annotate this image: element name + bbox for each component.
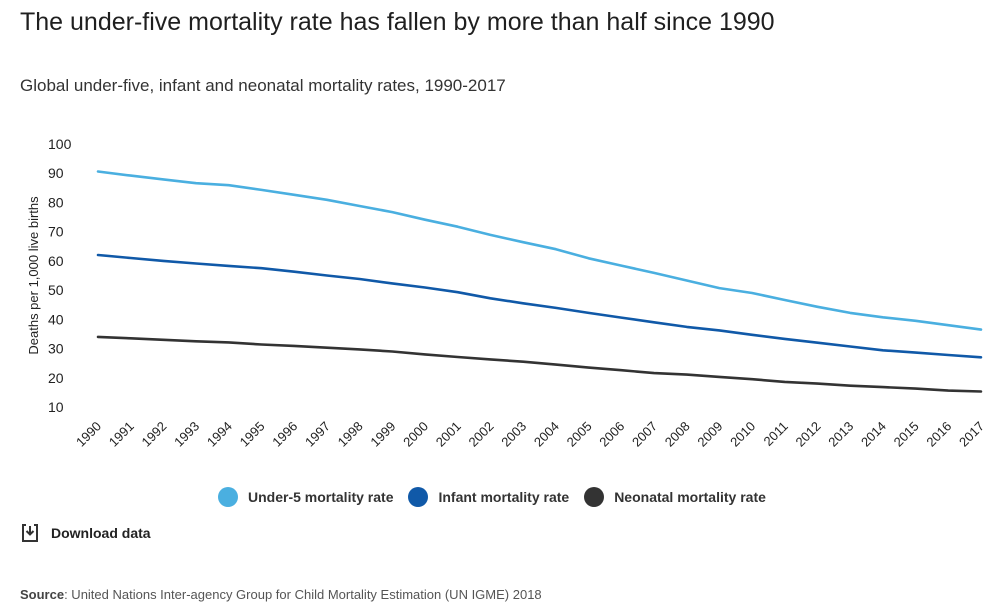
x-tick-label: 2010 — [727, 419, 758, 450]
x-tick-label: 1997 — [302, 419, 333, 450]
x-tick-label: 2004 — [531, 419, 562, 450]
x-tick-label: 1994 — [204, 419, 235, 450]
legend-item[interactable]: Under-5 mortality rate — [218, 487, 393, 507]
x-tick-label: 2014 — [858, 419, 889, 450]
legend-label: Under-5 mortality rate — [248, 489, 394, 505]
legend-swatch — [408, 487, 429, 507]
x-tick-label: 2009 — [694, 419, 725, 450]
x-tick-label: 2011 — [761, 419, 791, 449]
x-tick-label: 1995 — [237, 419, 268, 450]
source-text: : United Nations Inter-agency Group for … — [64, 587, 542, 602]
x-tick-label: 2006 — [596, 419, 627, 450]
chart-legend: Under-5 mortality rate Infant mortality r… — [218, 485, 781, 509]
x-tick-label: 2000 — [400, 419, 431, 450]
y-tick-label: 50 — [48, 282, 64, 298]
x-tick-label: 2002 — [466, 419, 497, 450]
series-line — [96, 170, 983, 331]
source-note: Source: United Nations Inter-agency Grou… — [20, 587, 542, 602]
x-tick-label: 2013 — [825, 419, 856, 450]
x-tick-label: 1996 — [269, 419, 300, 450]
download-data-button[interactable]: Download data — [20, 523, 151, 543]
legend-label: Neonatal mortality rate — [614, 489, 766, 505]
y-tick-label: 70 — [48, 224, 64, 240]
y-tick-label: 10 — [48, 399, 64, 415]
x-tick-label: 2001 — [433, 419, 464, 450]
x-tick-label: 2016 — [923, 419, 954, 450]
x-tick-label: 2015 — [891, 419, 922, 450]
y-tick-label: 90 — [48, 165, 64, 181]
x-tick-label: 2008 — [662, 419, 693, 450]
x-tick-label: 2017 — [956, 419, 987, 450]
chart-title: The under-five mortality rate has fallen… — [20, 8, 775, 36]
x-tick-label: 2005 — [564, 419, 595, 450]
y-tick-label: 20 — [48, 370, 64, 386]
legend-swatch — [584, 487, 605, 507]
x-tick-label: 1998 — [335, 419, 366, 450]
x-tick-label: 2003 — [498, 419, 529, 450]
source-label: Source — [20, 587, 65, 602]
y-tick-label: 80 — [48, 194, 64, 210]
y-tick-label: 60 — [48, 253, 64, 269]
x-tick-label: 1993 — [171, 419, 202, 450]
download-icon — [22, 524, 38, 542]
x-tick-label: 2007 — [629, 419, 660, 450]
x-tick-label: 1991 — [106, 419, 137, 450]
y-tick-label: 30 — [48, 341, 64, 357]
x-tick-label: 1990 — [73, 419, 104, 450]
legend-swatch — [218, 487, 238, 507]
y-tick-label: 40 — [48, 311, 64, 327]
download-data-label: Download data — [51, 525, 151, 541]
x-tick-label: 1999 — [367, 419, 398, 450]
x-tick-label: 1992 — [138, 419, 169, 450]
legend-item[interactable]: Neonatal mortality rate — [584, 487, 766, 507]
y-axis-label: Deaths per 1,000 live births — [26, 196, 41, 355]
series-line — [96, 335, 983, 393]
series-line — [96, 253, 983, 359]
chart-subtitle: Global under-five, infant and neonatal m… — [20, 76, 506, 95]
legend-label: Infant mortality rate — [438, 489, 570, 505]
legend-item[interactable]: Infant mortality rate — [408, 487, 569, 507]
y-tick-label: 100 — [48, 136, 72, 152]
x-tick-label: 2012 — [793, 419, 824, 450]
